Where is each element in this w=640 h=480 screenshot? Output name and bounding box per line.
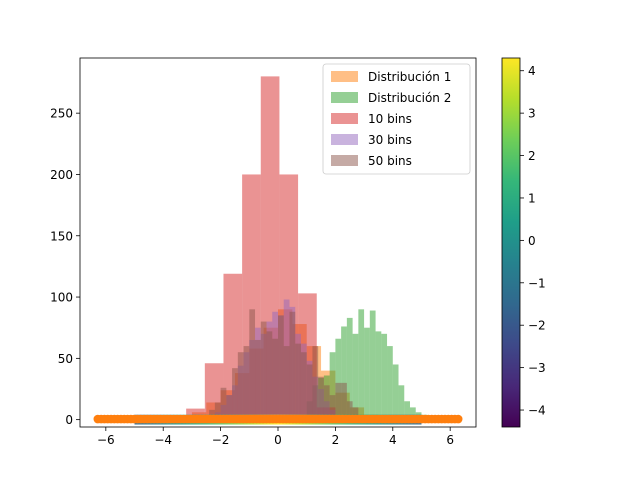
x-tick-label: −6 — [97, 433, 115, 447]
y-tick-label: 200 — [50, 168, 73, 182]
legend-label: Distribución 2 — [368, 91, 451, 105]
y-axis: 0 50 100 150 200 250 — [50, 107, 80, 427]
hist-bar — [375, 331, 382, 420]
hist-bar — [289, 311, 296, 420]
hist-bar — [214, 402, 221, 420]
hist-bar — [295, 343, 301, 420]
x-tick-label: 4 — [389, 433, 397, 447]
y-tick-label: 150 — [50, 229, 73, 243]
hist-bar — [306, 364, 313, 420]
legend-box — [322, 63, 471, 175]
legend-label: Distribución 1 — [368, 70, 451, 84]
plot-layer — [93, 76, 463, 425]
hist-bar — [410, 407, 416, 420]
legend-label: 50 bins — [368, 154, 412, 168]
hist-bar — [318, 376, 324, 420]
y-tick-label: 50 — [58, 352, 73, 366]
x-axis: −6 −4 −2 0 2 4 6 — [97, 427, 454, 447]
legend-swatch — [331, 92, 358, 103]
hist-bar — [186, 408, 205, 420]
hist-bar — [249, 309, 256, 420]
hist-bar — [341, 382, 347, 420]
legend-label: 10 bins — [368, 112, 412, 126]
hist-bar — [226, 395, 233, 420]
hist-bar — [398, 385, 405, 420]
x-tick-label: 0 — [274, 433, 282, 447]
legend: Distribución 1 Distribución 2 10 bins 30 bi… — [322, 63, 471, 175]
colorbar-frame — [501, 57, 521, 428]
hist-bar — [352, 333, 359, 420]
hist-bar — [387, 346, 393, 420]
hist-bar — [243, 346, 250, 420]
legend-swatch — [331, 134, 358, 145]
hist-bar — [323, 385, 330, 420]
legend-swatch — [331, 113, 358, 124]
hist-bar — [260, 321, 267, 420]
colorbar-tick-label: 4 — [528, 64, 536, 78]
colorbar-tick-label: 2 — [528, 149, 536, 163]
hist-bar — [329, 395, 336, 420]
hist-bar — [404, 401, 410, 420]
hist-bar — [278, 315, 284, 420]
hist-bar — [283, 346, 290, 420]
x-tick-label: −2 — [212, 433, 230, 447]
colorbar-tick-label: 0 — [528, 234, 536, 248]
hist-bar — [220, 387, 227, 420]
hist-bar — [369, 310, 376, 420]
hist-bar — [237, 352, 244, 420]
y-tick-label: 100 — [50, 291, 73, 305]
hist-bar — [358, 309, 365, 420]
scatter-series — [93, 414, 463, 424]
hist-bar — [346, 401, 353, 420]
hist-bar — [312, 346, 319, 420]
hist-bar — [255, 339, 261, 420]
colorbar-gradient — [502, 58, 520, 427]
y-tick-label: 250 — [50, 107, 73, 121]
hist-bar — [381, 333, 388, 420]
colorbar: −4 −3 −2 −1 0 1 2 3 4 — [501, 57, 546, 428]
x-tick-label: 2 — [332, 433, 340, 447]
legend-label: 30 bins — [368, 133, 412, 147]
hist-bar — [300, 352, 307, 420]
legend-swatch — [331, 155, 358, 166]
series-4 — [209, 309, 359, 420]
legend-swatch — [331, 71, 358, 82]
colorbar-tick-label: −3 — [528, 361, 546, 375]
colorbar-tick-label: −1 — [528, 276, 546, 290]
scatter-point — [453, 414, 463, 424]
hist-bar — [272, 338, 278, 420]
hist-bar — [352, 407, 359, 420]
hist-bar — [232, 368, 238, 420]
hist-bar — [266, 331, 273, 420]
colorbar-tick-label: 3 — [528, 107, 536, 121]
colorbar-tick-label: 1 — [528, 191, 536, 205]
hist-bar — [335, 382, 342, 420]
hist-bar — [341, 326, 347, 420]
hist-bar — [392, 364, 399, 420]
colorbar-tick-label: −2 — [528, 319, 546, 333]
x-tick-label: 6 — [446, 433, 454, 447]
hist-bar — [335, 338, 342, 420]
hist-bar — [346, 317, 353, 420]
hist-bar — [364, 327, 370, 420]
hist-bar — [329, 352, 336, 420]
y-tick-label: 0 — [65, 413, 73, 427]
colorbar-tick-label: −4 — [528, 404, 546, 418]
x-tick-label: −4 — [154, 433, 172, 447]
